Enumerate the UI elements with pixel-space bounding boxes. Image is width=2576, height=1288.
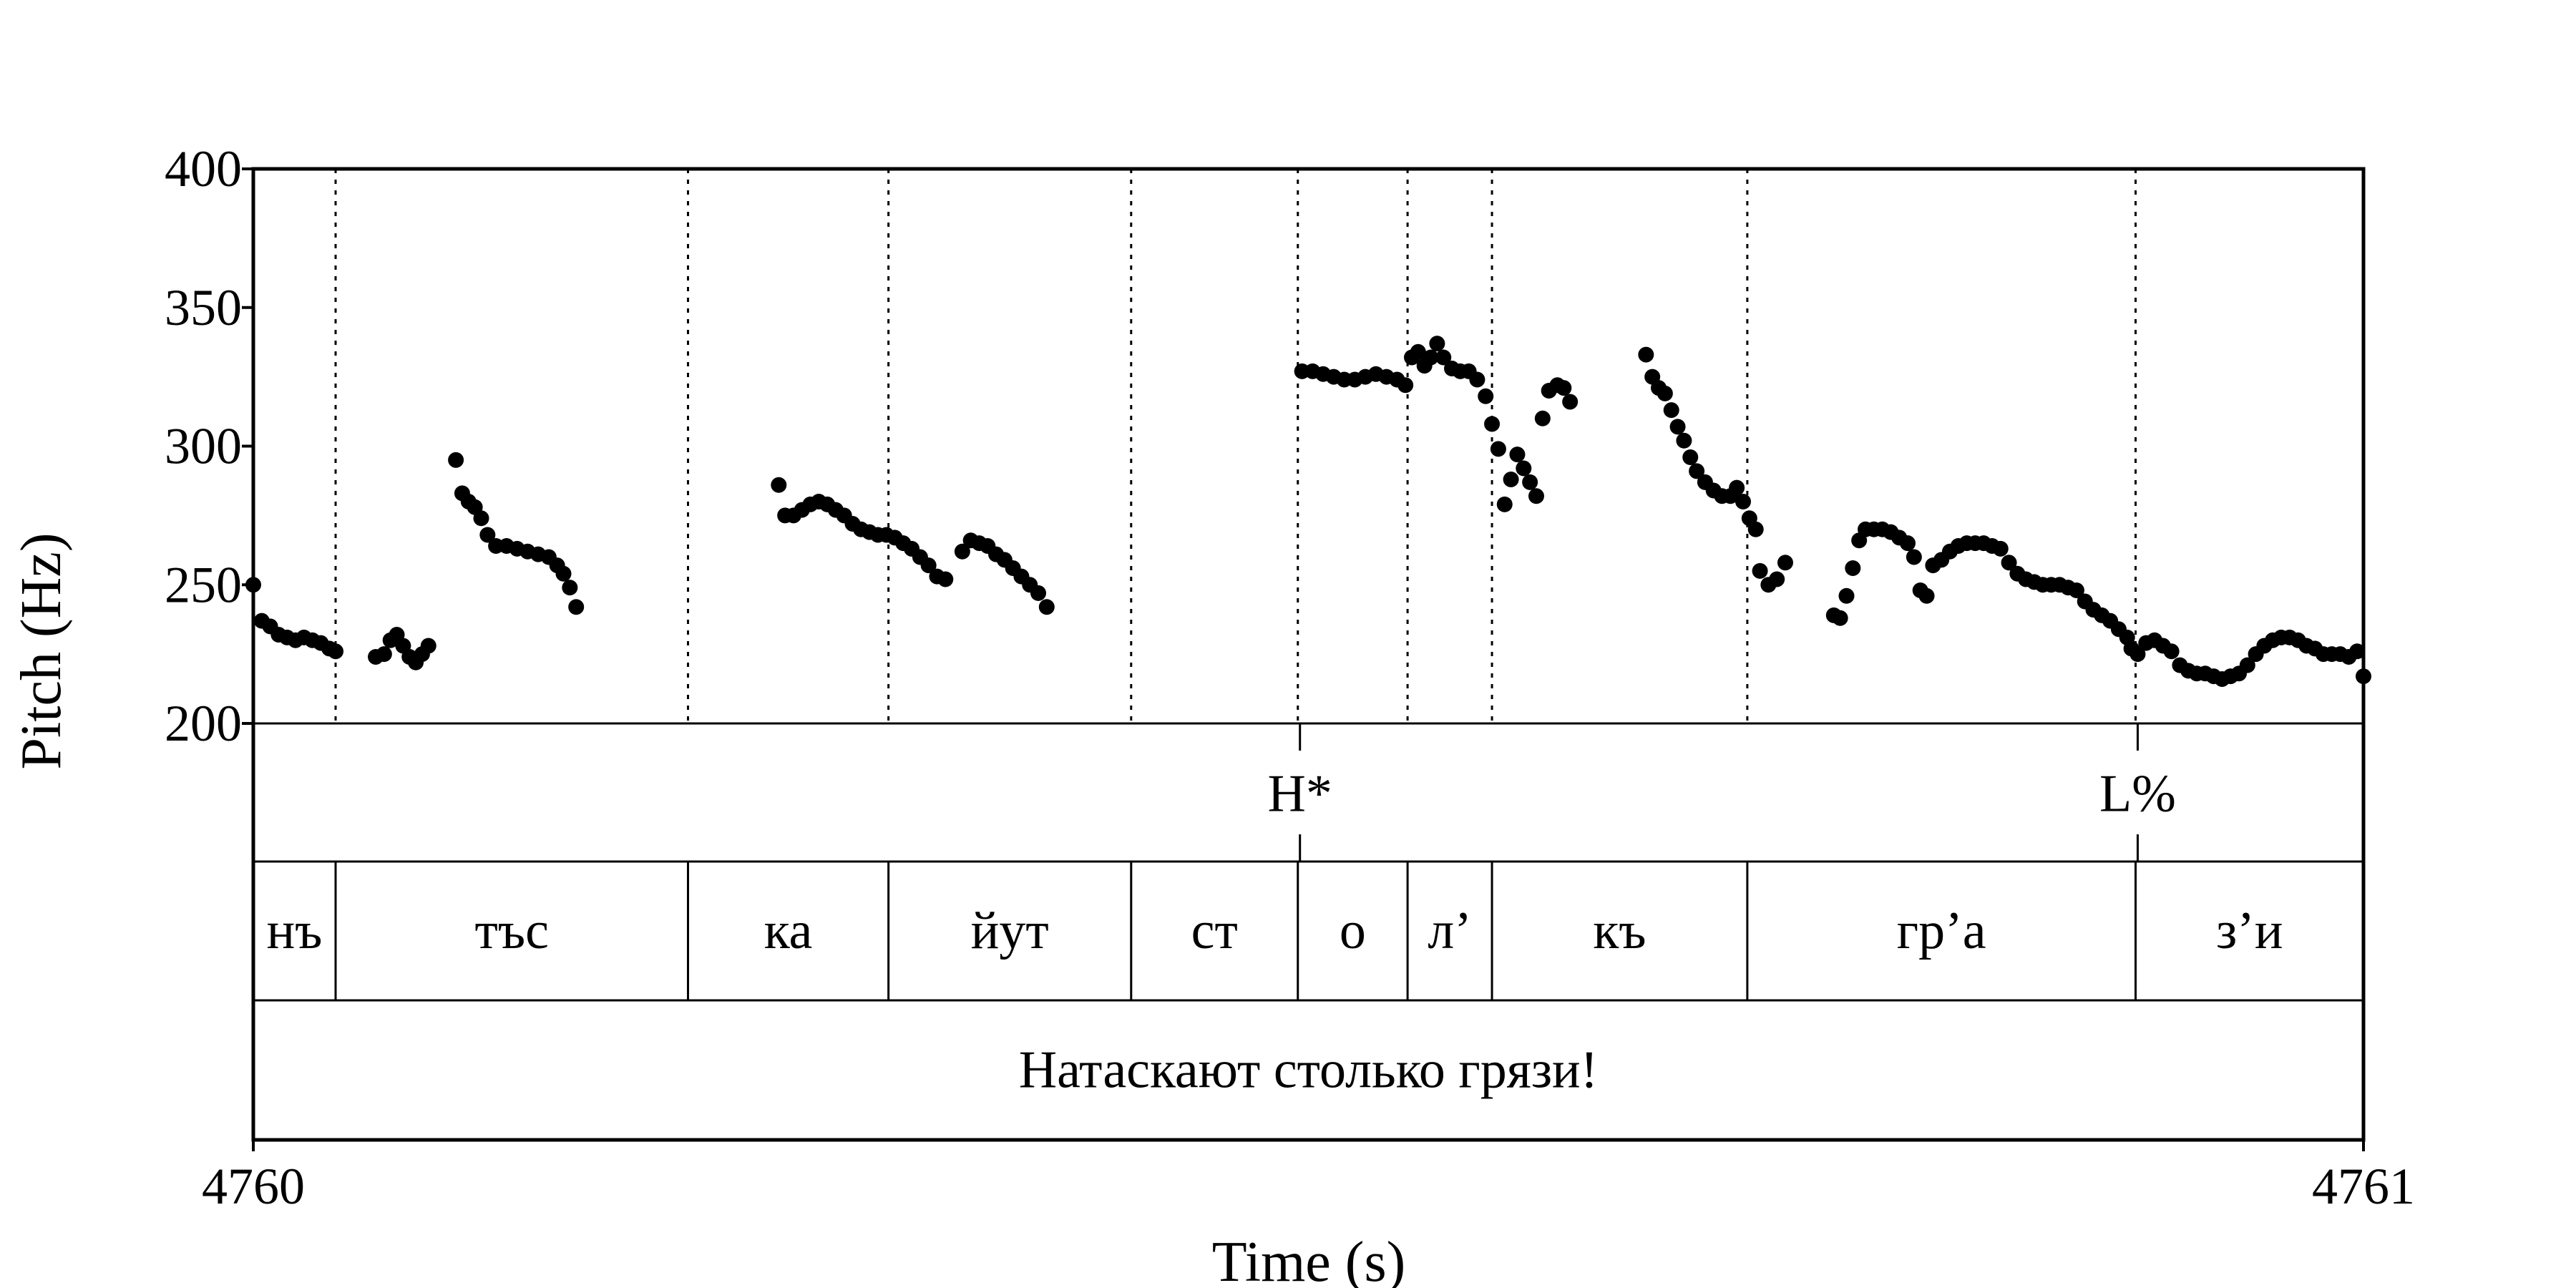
pitch-point (1906, 549, 1922, 565)
y-tick-label: 400 (165, 140, 242, 197)
pitch-point (2349, 643, 2366, 660)
annotation-tiers: H* L% нъ тъс ка йут ст о л’ къ гр’а з’и Натаскают ст… (267, 723, 2283, 1100)
tone-label: L% (2099, 765, 2176, 824)
pitch-point (1729, 479, 1745, 496)
pitch-point (2163, 643, 2180, 660)
syllable-label: къ (1593, 902, 1646, 960)
tier-boundary-lines (334, 169, 2137, 723)
pitch-point (1918, 587, 1935, 604)
pitch-point (1638, 346, 1654, 363)
syllable-label: гр’а (1897, 902, 1986, 960)
pitch-point (1689, 463, 1705, 479)
pitch-point (937, 571, 954, 587)
y-tick-label: 200 (165, 695, 242, 752)
plot-frame (251, 167, 2366, 1142)
pitch-point (1030, 585, 1047, 601)
y-tick-label: 300 (165, 418, 242, 475)
x-axis-label: Time (s) (1212, 1231, 1405, 1288)
pitch-point (1663, 402, 1679, 419)
axis-ticks: 200 250 300 350 400 4760 4761 (165, 140, 2415, 1215)
pitch-point (2068, 582, 2084, 598)
pitch-point (1423, 349, 1439, 366)
x-tick-label: 4760 (202, 1158, 305, 1215)
syllable-label: ст (1191, 902, 1238, 960)
pitch-point (1752, 562, 1768, 579)
y-tick-label: 350 (165, 279, 242, 336)
pitch-point (376, 646, 392, 663)
pitch-point (1478, 388, 1494, 404)
pitch-point (1777, 555, 1793, 571)
pitch-point (568, 599, 585, 615)
syllable-label: нъ (267, 902, 323, 960)
pitch-point (1435, 349, 1452, 366)
pitch-point (1900, 535, 1916, 552)
pitch-point (1735, 494, 1751, 509)
pitch-point (2239, 657, 2255, 673)
syllable-label: л’ (1428, 902, 1472, 960)
tone-label: H* (1267, 765, 1332, 824)
syllable-label: о (1340, 902, 1366, 960)
pitch-point (420, 638, 436, 654)
pitch-point (1556, 380, 1572, 396)
pitch-point (562, 580, 578, 596)
pitch-point (1669, 419, 1686, 435)
pitch-point (1534, 410, 1551, 426)
pitch-point (1522, 474, 1538, 490)
pitch-point (1528, 488, 1544, 504)
pitch-point (1676, 432, 1692, 449)
pitch-point (1747, 521, 1764, 537)
pitch-point (1469, 371, 1485, 388)
pitch-point (920, 557, 937, 574)
pitch-point (328, 643, 344, 660)
pitch-point (1429, 336, 1445, 352)
pitch-point (245, 577, 261, 593)
pitch-point (1992, 540, 2009, 557)
outer-frame (251, 167, 2366, 1142)
syllable-label: тъс (475, 902, 549, 960)
pitch-point (1484, 416, 1501, 432)
y-axis-label: Pitch (Hz) (10, 532, 73, 769)
syllable-label: з’и (2216, 902, 2283, 960)
pitch-point (1490, 441, 1506, 457)
pitch-point (1038, 599, 1055, 615)
syllable-label: йут (971, 902, 1049, 960)
pitch-point (1832, 610, 1848, 626)
pitch-point (479, 527, 496, 543)
x-tick-label: 4761 (2312, 1158, 2415, 1215)
pitch-point (1503, 472, 1519, 487)
pitch-point (448, 452, 464, 468)
pitch-point (1838, 587, 1855, 604)
pitch-point (1410, 343, 1426, 360)
pitch-point (1397, 377, 1414, 394)
pitch-point (1562, 394, 1579, 410)
pitch-point (1845, 560, 1861, 576)
pitch-point (1682, 449, 1699, 465)
sentence-label: Натаскают столько грязи! (1019, 1041, 1599, 1100)
y-tick-label: 250 (165, 556, 242, 613)
pitch-point (2129, 646, 2146, 663)
pitch-point (473, 510, 489, 527)
pitch-point (1769, 571, 1785, 587)
pitch-point (1516, 460, 1532, 477)
pitch-point (1496, 496, 1513, 512)
pitch-point (954, 543, 970, 560)
pitch-point (2001, 555, 2017, 571)
pitch-point (1657, 385, 1673, 401)
pitch-point (771, 477, 787, 493)
pitch-point (1509, 447, 1526, 463)
syllable-label: ка (764, 902, 813, 960)
pitch-point (555, 565, 572, 582)
pitch-points (245, 336, 2371, 687)
pitch-point (2356, 668, 2371, 685)
